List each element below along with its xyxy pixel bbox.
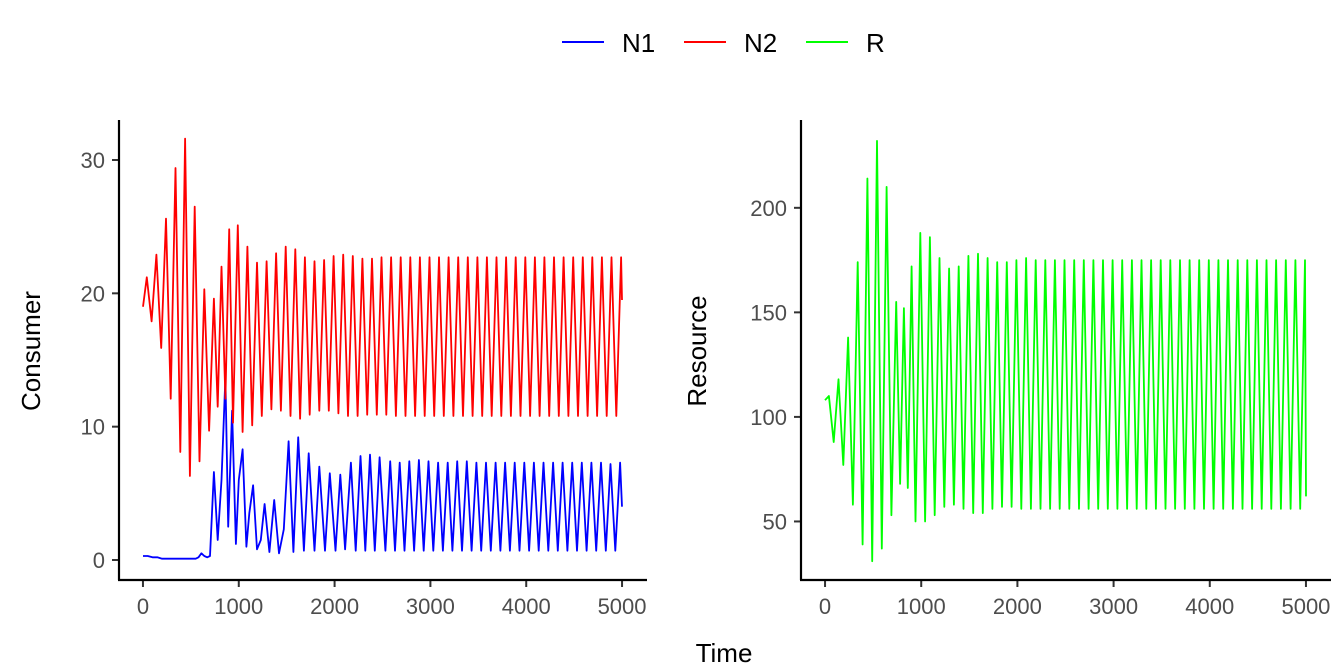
resource-x-tick-label: 4000 <box>1185 594 1234 619</box>
resource-y-tick-label: 100 <box>750 405 787 430</box>
resource-x-tick-label: 2000 <box>993 594 1042 619</box>
resource-y-tick-label: 200 <box>750 196 787 221</box>
consumer-y-title: Consumer <box>16 291 46 411</box>
resource-x-tick-label: 3000 <box>1089 594 1138 619</box>
legend-label-r: R <box>866 28 885 58</box>
consumer-y-tick-label: 20 <box>81 281 105 306</box>
resource-y-ticks: 50 100 150 200 <box>750 196 801 534</box>
resource-panel: 0 1000 2000 3000 4000 5000 50 100 150 200 Resour… <box>682 120 1331 619</box>
legend-label-n1: N1 <box>622 28 655 58</box>
consumer-y-tick-label: 10 <box>81 415 105 440</box>
resource-y-title: Resource <box>682 295 712 406</box>
consumer-x-tick-label: 5000 <box>598 594 647 619</box>
resource-y-tick-label: 150 <box>750 300 787 325</box>
resource-x-tick-label: 5000 <box>1281 594 1330 619</box>
consumer-panel: 0 1000 2000 3000 4000 5000 0 10 20 30 Consumer <box>16 120 647 619</box>
resource-y-tick-label: 50 <box>763 509 787 534</box>
consumer-x-tick-label: 4000 <box>502 594 551 619</box>
resource-x-tick-label: 1000 <box>897 594 946 619</box>
legend: N1 N2 R <box>562 28 885 58</box>
consumer-y-tick-label: 0 <box>93 548 105 573</box>
consumer-series-layer <box>142 137 623 560</box>
consumer-y-ticks: 0 10 20 30 <box>81 148 119 573</box>
resource-series-layer <box>824 140 1307 563</box>
consumer-series-n2-line <box>142 137 623 477</box>
consumer-x-tick-label: 2000 <box>310 594 359 619</box>
consumer-series-n1-line <box>143 376 623 560</box>
consumer-x-ticks: 0 1000 2000 3000 4000 5000 <box>137 580 647 619</box>
x-axis-title: Time <box>696 638 753 668</box>
resource-x-ticks: 0 1000 2000 3000 4000 5000 <box>819 580 1330 619</box>
consumer-x-tick-label: 3000 <box>406 594 455 619</box>
legend-label-n2: N2 <box>744 28 777 58</box>
consumer-y-tick-label: 30 <box>81 148 105 173</box>
resource-x-tick-label: 0 <box>819 594 831 619</box>
resource-series-r-line <box>824 140 1307 563</box>
consumer-x-tick-label: 1000 <box>214 594 263 619</box>
consumer-x-tick-label: 0 <box>137 594 149 619</box>
